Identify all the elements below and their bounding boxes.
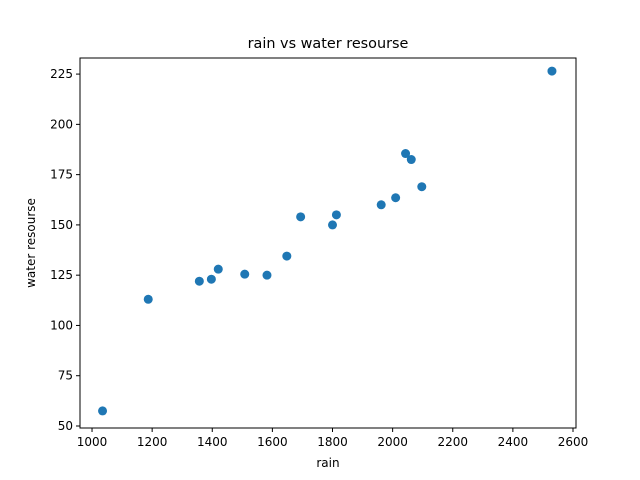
scatter-point: [376, 200, 386, 210]
y-tick-label: 125: [50, 268, 73, 282]
x-tick-label: 1600: [257, 435, 288, 449]
x-tick-label: 2400: [498, 435, 529, 449]
scatter-point: [328, 220, 338, 230]
x-tick-label: 1800: [317, 435, 348, 449]
y-tick-label: 75: [58, 369, 73, 383]
x-tick-label: 2000: [377, 435, 408, 449]
scatter-point: [331, 210, 341, 220]
x-tick-label: 1000: [77, 435, 108, 449]
scatter-point: [98, 406, 108, 416]
scatter-point: [547, 66, 557, 76]
y-tick-label: 175: [50, 168, 73, 182]
scatter-point: [262, 270, 272, 280]
y-axis-label: water resourse: [24, 198, 38, 288]
scatter-point: [417, 182, 427, 192]
y-tick-label: 225: [50, 67, 73, 81]
y-tick-label: 200: [50, 117, 73, 131]
scatter-point: [406, 155, 416, 165]
x-tick-label: 1400: [197, 435, 228, 449]
x-axis-ticks: 1000 1200 1400 1600 1800 2000 2200 2400 2600: [77, 428, 589, 449]
x-tick-label: 2200: [437, 435, 468, 449]
scatter-point: [282, 251, 292, 261]
scatter-point: [391, 193, 401, 203]
x-axis-label: rain: [316, 456, 339, 470]
scatter-point: [401, 149, 411, 159]
y-tick-label: 50: [58, 419, 73, 433]
scatter-point: [213, 264, 223, 274]
x-tick-label: 2600: [558, 435, 589, 449]
scatter-point: [143, 294, 153, 304]
scatter-point: [296, 212, 306, 222]
y-tick-label: 150: [50, 218, 73, 232]
y-tick-label: 100: [50, 318, 73, 332]
chart-title: rain vs water resourse: [248, 36, 409, 52]
scatter-point: [194, 276, 204, 286]
scatter-point: [206, 274, 216, 284]
data-points: [98, 66, 557, 416]
plot-frame: [79, 57, 577, 429]
y-axis-ticks: 50 75 100 125 150 175 200 225: [50, 67, 80, 433]
x-tick-label: 1200: [137, 435, 168, 449]
scatter-point: [240, 269, 250, 279]
